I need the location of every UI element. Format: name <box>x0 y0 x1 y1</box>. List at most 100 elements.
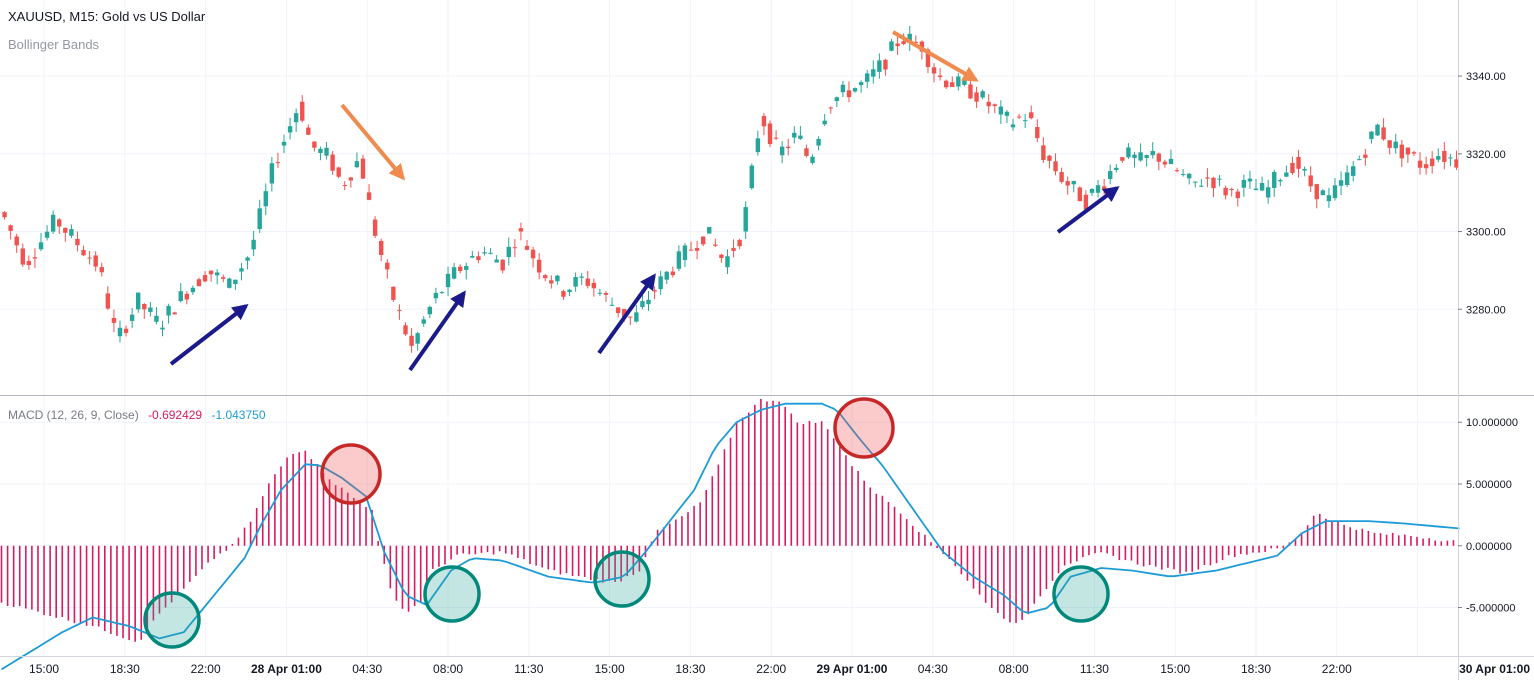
candle-body <box>871 69 876 77</box>
candle-body <box>1308 175 1313 187</box>
price-pane <box>2 25 1459 353</box>
candle-body <box>840 84 846 93</box>
candle-body <box>172 312 177 315</box>
candle-body <box>330 154 335 171</box>
candle-body <box>615 307 621 313</box>
candle-body <box>44 231 50 238</box>
candle-body <box>1022 120 1028 122</box>
candle-body <box>767 123 773 145</box>
candle-body <box>798 135 803 139</box>
candle-body <box>464 265 469 270</box>
candle-body <box>342 185 347 187</box>
candle-body <box>719 254 724 258</box>
candle-body <box>1436 156 1441 160</box>
candle-body <box>567 289 572 292</box>
price-tick-label: 3320.00 <box>1466 149 1506 161</box>
candle-body <box>50 214 56 232</box>
candle-body <box>136 292 141 310</box>
candle-body <box>421 319 426 324</box>
candle-body <box>773 137 779 139</box>
price-tick-label: 3340.00 <box>1466 71 1506 83</box>
candle-body <box>142 303 147 310</box>
candle-body <box>81 250 86 256</box>
candle-body <box>1211 177 1216 189</box>
trough-circle <box>143 591 201 649</box>
candle-body <box>1059 172 1064 182</box>
candle-body <box>1065 181 1070 186</box>
candle-body <box>306 127 311 135</box>
candle-body <box>1314 184 1319 200</box>
macd-tick-label: 0.000000 <box>1466 541 1512 553</box>
candle-body <box>986 101 991 107</box>
candle-body <box>962 80 967 85</box>
candle-body <box>26 260 32 266</box>
candle-body <box>482 252 487 254</box>
candle-body <box>688 249 694 251</box>
candle-body <box>895 43 900 47</box>
candle-body <box>1114 167 1119 170</box>
candle-body <box>1229 188 1234 190</box>
candle-body <box>956 76 961 87</box>
candle-body <box>530 249 536 259</box>
candle-body <box>372 219 378 236</box>
sell-arrow-down <box>891 30 979 82</box>
candle-body <box>214 272 220 276</box>
candle-body <box>846 90 852 98</box>
candle-body <box>737 239 742 247</box>
candle-body <box>628 316 633 318</box>
time-tick-label: 29 Apr 01:00 <box>817 662 888 676</box>
time-tick-label: 22:00 <box>756 662 786 676</box>
price-tick-label: 3280.00 <box>1466 304 1506 316</box>
candle-body <box>233 279 238 284</box>
candle-body <box>1101 186 1107 190</box>
candle-body <box>445 273 451 288</box>
candle-body <box>573 277 578 287</box>
candle-body <box>834 97 840 102</box>
candle-body <box>792 132 797 138</box>
candle-body <box>99 267 104 273</box>
trough-circle <box>1052 565 1110 623</box>
macd-signal-line <box>1 402 1460 671</box>
candle-body <box>1004 111 1010 116</box>
candle-body <box>664 271 669 280</box>
candle-body <box>743 207 748 232</box>
time-tick-label: 18:30 <box>675 662 705 676</box>
candle-body <box>1138 152 1143 161</box>
candle-body <box>913 41 919 43</box>
candle-body <box>877 60 882 72</box>
candle-body <box>190 287 196 293</box>
time-tick-label: 11:30 <box>514 662 543 676</box>
candle-body <box>950 82 955 88</box>
candle-body <box>427 306 433 315</box>
candle-body <box>1405 147 1411 155</box>
buy-arrow-up <box>597 273 656 355</box>
macd-value-histogram: -0.692429 <box>148 408 203 422</box>
macd-tick-label: -5.000000 <box>1466 603 1516 615</box>
candle-body <box>670 271 676 276</box>
candle-body <box>779 146 785 156</box>
candle-body <box>1083 194 1089 210</box>
candle-body <box>1357 159 1362 161</box>
candle-body <box>1417 160 1423 168</box>
candle-body <box>925 49 931 68</box>
candle-body <box>931 67 937 74</box>
candle-body <box>75 238 80 246</box>
candle-body <box>1095 185 1101 193</box>
candle-body <box>117 327 123 337</box>
candle-body <box>245 257 250 261</box>
candle-body <box>725 256 730 268</box>
candle-body <box>257 208 262 230</box>
time-tick-label: 18:30 <box>1241 662 1271 676</box>
chart-title: XAUUSD, M15: Gold vs US Dollar <box>8 9 206 24</box>
candle-body <box>761 116 767 127</box>
candle-body <box>518 228 524 232</box>
candle-body <box>1029 112 1034 119</box>
candle-body <box>1193 181 1198 183</box>
candle-body <box>32 257 38 259</box>
candle-body <box>1180 174 1186 176</box>
candle-body <box>1053 161 1058 172</box>
candle-body <box>700 236 706 245</box>
candle-body <box>208 270 214 275</box>
